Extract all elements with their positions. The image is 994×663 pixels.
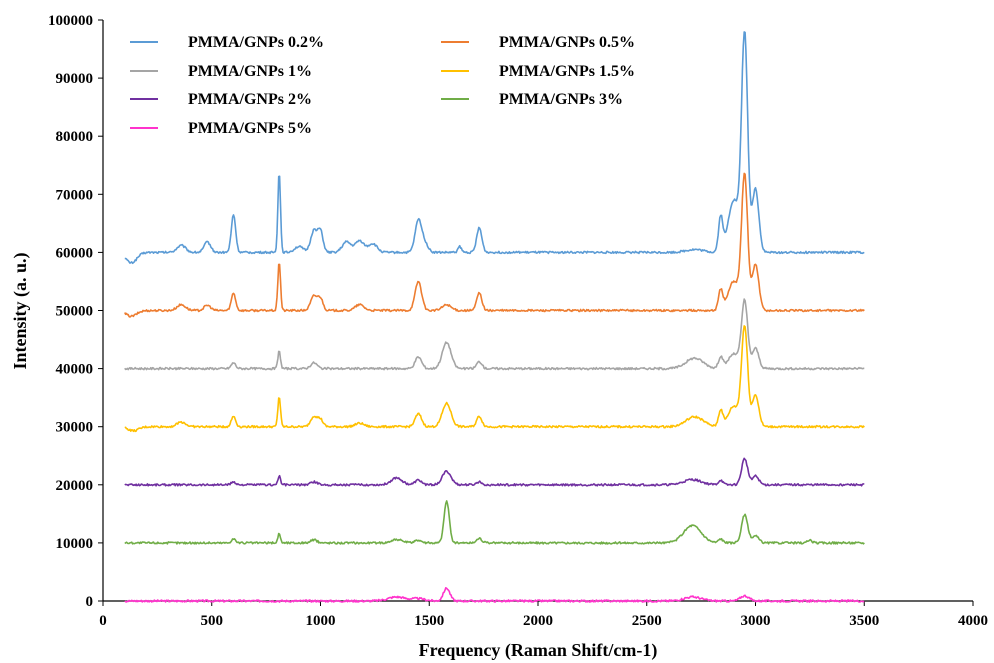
y-tick-label: 90000	[56, 71, 94, 87]
series-line	[124, 172, 865, 318]
legend: PMMA/GNPs 0.2% PMMA/GNPs 0.5% PMMA/GNPs 1%…	[130, 34, 635, 137]
y-tick-group: 0 10000 20000 30000 40000 50000 60000 70000 8000…	[48, 13, 103, 610]
y-tick-label: 0	[86, 594, 94, 610]
x-tick-label: 1000	[306, 613, 336, 629]
y-tick-label: 20000	[56, 478, 94, 494]
x-tick-group: 0 500 1000 1500 2000 2500 3000 3500 4000	[99, 601, 988, 629]
x-tick-label: 3000	[741, 613, 771, 629]
x-tick-label: 500	[201, 613, 224, 629]
legend-label: PMMA/GNPs 0.5%	[499, 34, 635, 51]
series-line	[124, 586, 865, 603]
y-tick-label: 100000	[48, 13, 93, 29]
series-line	[124, 325, 865, 433]
y-tick-label: 80000	[56, 129, 94, 145]
y-tick-label: 70000	[56, 187, 94, 203]
y-tick-label: 10000	[56, 536, 94, 552]
y-tick-label: 60000	[56, 245, 94, 261]
x-tick-label: 4000	[958, 613, 988, 629]
series-line	[124, 457, 865, 487]
legend-label: PMMA/GNPs 3%	[499, 91, 623, 108]
legend-label: PMMA/GNPs 2%	[188, 91, 312, 108]
y-tick-label: 30000	[56, 420, 94, 436]
x-tick-label: 3500	[849, 613, 879, 629]
legend-label: PMMA/GNPs 1.5%	[499, 63, 635, 80]
x-tick-label: 2000	[523, 613, 553, 629]
legend-label: PMMA/GNPs 0.2%	[188, 34, 324, 51]
series-line	[124, 500, 865, 545]
y-tick-label: 50000	[56, 304, 94, 320]
x-tick-label: 1500	[414, 613, 444, 629]
x-tick-label: 0	[99, 613, 107, 629]
x-tick-label: 2500	[632, 613, 662, 629]
series-line	[124, 31, 865, 265]
legend-label: PMMA/GNPs 5%	[188, 120, 312, 137]
y-tick-label: 40000	[56, 362, 94, 378]
y-axis-title: Intensity (a. u.)	[10, 252, 31, 369]
series-lines	[124, 31, 865, 603]
series-line	[124, 298, 865, 371]
x-axis-title: Frequency (Raman Shift/cm-1)	[419, 640, 658, 661]
legend-label: PMMA/GNPs 1%	[188, 63, 312, 80]
